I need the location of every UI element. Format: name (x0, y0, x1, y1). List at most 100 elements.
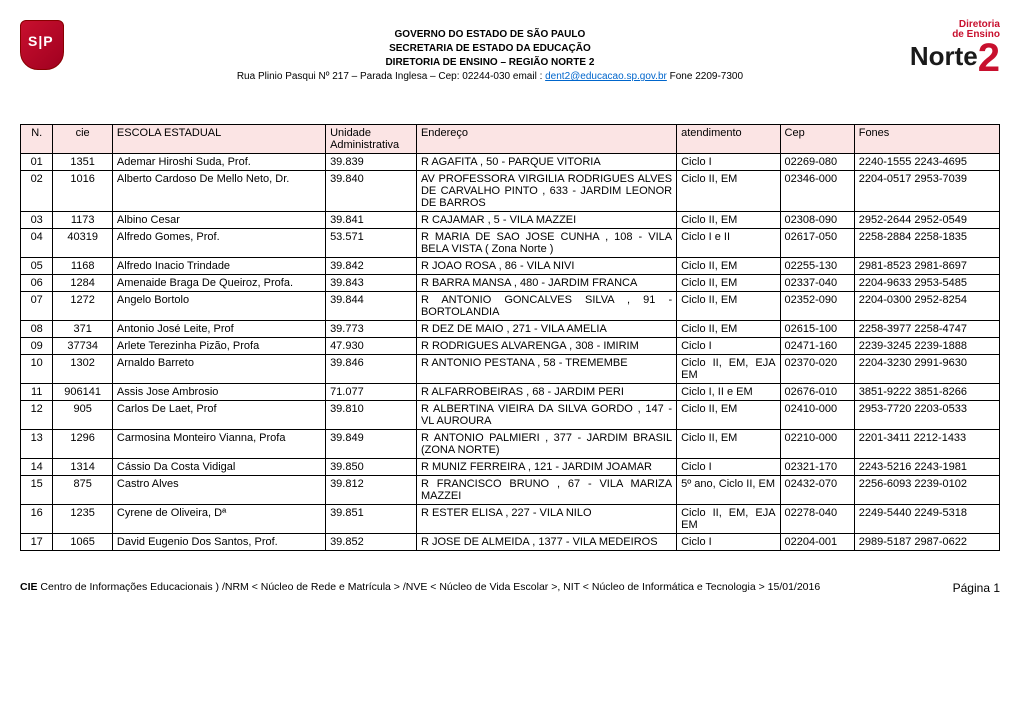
table-header-row: N. cie ESCOLA ESTADUAL Unidade Administr… (21, 125, 1000, 154)
cell-n: 04 (21, 229, 53, 258)
footer-left: CIE Centro de Informações Educacionais )… (20, 581, 820, 595)
header-email-link[interactable]: dent2@educacao.sp.gov.br (545, 71, 667, 82)
cell-endereco: R JOSE DE ALMEIDA , 1377 - VILA MEDEIROS (416, 534, 676, 551)
cell-fones: 2258-2884 2258-1835 (854, 229, 999, 258)
cell-unidade: 39.846 (326, 355, 417, 384)
cell-n: 07 (21, 292, 53, 321)
cell-n: 10 (21, 355, 53, 384)
cell-fones: 2243-5216 2243-1981 (854, 459, 999, 476)
cell-unidade: 39.852 (326, 534, 417, 551)
cell-n: 05 (21, 258, 53, 275)
cell-cie: 1314 (53, 459, 113, 476)
cell-cep: 02308-090 (780, 212, 854, 229)
cell-n: 12 (21, 401, 53, 430)
table-row: 08371Antonio José Leite, Prof39.773R DEZ… (21, 321, 1000, 338)
cell-n: 03 (21, 212, 53, 229)
cell-cep: 02352-090 (780, 292, 854, 321)
cell-endereco: R ANTONIO GONCALVES SILVA , 91 - BORTOLA… (416, 292, 676, 321)
cell-escola: Alfredo Gomes, Prof. (112, 229, 325, 258)
cell-escola: David Eugenio Dos Santos, Prof. (112, 534, 325, 551)
cell-fones: 2204-0517 2953-7039 (854, 171, 999, 212)
col-cep: Cep (780, 125, 854, 154)
cell-escola: Castro Alves (112, 476, 325, 505)
header-line-1: GOVERNO DO ESTADO DE SÃO PAULO (70, 28, 910, 42)
cell-fones: 2952-2644 2952-0549 (854, 212, 999, 229)
cell-n: 16 (21, 505, 53, 534)
cell-fones: 3851-9222 3851-8266 (854, 384, 999, 401)
cell-atendimento: Ciclo I e II (677, 229, 780, 258)
col-endereco: Endereço (416, 125, 676, 154)
cell-atendimento: Ciclo II, EM, EJA EM (677, 505, 780, 534)
cell-endereco: R ALFARROBEIRAS , 68 - JARDIM PERI (416, 384, 676, 401)
cell-escola: Cyrene de Oliveira, Dª (112, 505, 325, 534)
cell-escola: Angelo Bortolo (112, 292, 325, 321)
cell-cie: 1168 (53, 258, 113, 275)
cell-cep: 02346-000 (780, 171, 854, 212)
cell-endereco: R MARIA DE SAO JOSE CUNHA , 108 - VILA B… (416, 229, 676, 258)
directorate-logo: Diretoria de Ensino Norte2 (910, 20, 1000, 77)
table-row: 011351Ademar Hiroshi Suda, Prof.39.839R … (21, 154, 1000, 171)
col-fones: Fones (854, 125, 999, 154)
cell-n: 15 (21, 476, 53, 505)
cell-unidade: 39.849 (326, 430, 417, 459)
school-table: N. cie ESCOLA ESTADUAL Unidade Administr… (20, 124, 1000, 551)
cell-atendimento: Ciclo II, EM (677, 275, 780, 292)
cell-unidade: 39.842 (326, 258, 417, 275)
cell-unidade: 39.840 (326, 171, 417, 212)
cell-atendimento: Ciclo II, EM (677, 171, 780, 212)
cell-unidade: 39.844 (326, 292, 417, 321)
cell-fones: 2953-7720 2203-0533 (854, 401, 999, 430)
cell-cep: 02337-040 (780, 275, 854, 292)
document-header: GOVERNO DO ESTADO DE SÃO PAULO SECRETARI… (70, 28, 910, 84)
cell-cie: 1302 (53, 355, 113, 384)
table-row: 161235Cyrene de Oliveira, Dª39.851R ESTE… (21, 505, 1000, 534)
table-row: 171065David Eugenio Dos Santos, Prof.39.… (21, 534, 1000, 551)
cell-escola: Alfredo Inacio Trindade (112, 258, 325, 275)
cell-n: 01 (21, 154, 53, 171)
table-row: 131296Carmosina Monteiro Vianna, Profa39… (21, 430, 1000, 459)
cell-n: 02 (21, 171, 53, 212)
cell-escola: Carlos De Laet, Prof (112, 401, 325, 430)
cell-cie: 1351 (53, 154, 113, 171)
table-row: 071272Angelo Bortolo39.844R ANTONIO GONC… (21, 292, 1000, 321)
cell-cie: 1284 (53, 275, 113, 292)
table-row: 141314Cássio Da Costa Vidigal39.850R MUN… (21, 459, 1000, 476)
cell-unidade: 71.077 (326, 384, 417, 401)
cell-atendimento: Ciclo I (677, 154, 780, 171)
cell-atendimento: Ciclo II, EM (677, 258, 780, 275)
table-row: 0440319Alfredo Gomes, Prof.53.571R MARIA… (21, 229, 1000, 258)
table-row: 15875Castro Alves39.812R FRANCISCO BRUNO… (21, 476, 1000, 505)
cell-cep: 02471-160 (780, 338, 854, 355)
cell-atendimento: Ciclo I (677, 338, 780, 355)
cell-fones: 2989-5187 2987-0622 (854, 534, 999, 551)
cell-fones: 2201-3411 2212-1433 (854, 430, 999, 459)
cell-cie: 1235 (53, 505, 113, 534)
cell-cep: 02676-010 (780, 384, 854, 401)
col-escola: ESCOLA ESTADUAL (112, 125, 325, 154)
cell-cie: 906141 (53, 384, 113, 401)
cell-cie: 1296 (53, 430, 113, 459)
cell-unidade: 39.841 (326, 212, 417, 229)
table-row: 0937734Arlete Terezinha Pizão, Profa47.9… (21, 338, 1000, 355)
cell-n: 17 (21, 534, 53, 551)
cell-endereco: AV PROFESSORA VIRGILIA RODRIGUES ALVES D… (416, 171, 676, 212)
cell-fones: 2249-5440 2249-5318 (854, 505, 999, 534)
cell-atendimento: Ciclo II, EM, EJA EM (677, 355, 780, 384)
cell-cep: 02617-050 (780, 229, 854, 258)
cell-cie: 371 (53, 321, 113, 338)
cell-n: 14 (21, 459, 53, 476)
cell-fones: 2258-3977 2258-4747 (854, 321, 999, 338)
table-row: 061284Amenaide Braga De Queiroz, Profa.3… (21, 275, 1000, 292)
cell-cep: 02210-000 (780, 430, 854, 459)
cell-atendimento: Ciclo II, EM (677, 212, 780, 229)
cell-atendimento: Ciclo II, EM (677, 430, 780, 459)
cell-cie: 1173 (53, 212, 113, 229)
cell-endereco: R ANTONIO PESTANA , 58 - TREMEMBE (416, 355, 676, 384)
cell-endereco: R AGAFITA , 50 - PARQUE VITORIA (416, 154, 676, 171)
cell-unidade: 39.812 (326, 476, 417, 505)
cell-atendimento: Ciclo I (677, 534, 780, 551)
cell-atendimento: Ciclo II, EM (677, 292, 780, 321)
cell-atendimento: Ciclo II, EM (677, 401, 780, 430)
col-cie: cie (53, 125, 113, 154)
cell-endereco: R ANTONIO PALMIERI , 377 - JARDIM BRASIL… (416, 430, 676, 459)
